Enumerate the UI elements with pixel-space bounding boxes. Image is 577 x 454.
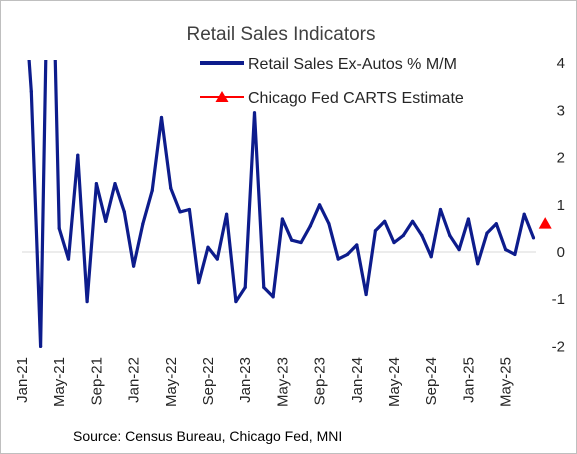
data-point-retail-sales [345,252,350,256]
y-axis: -2 -1 0 1 2 3 4 [552,55,565,355]
data-point-retail-sales [262,285,266,289]
series-line-retail-sales [27,60,535,348]
data-point-retail-sales [197,281,201,285]
data-point-retail-sales [141,222,145,226]
x-tick-label: Sep-23 [312,357,329,405]
data-point-retail-sales [243,285,247,289]
data-point-retail-sales [187,207,191,212]
y-tick-label: 2 [557,150,565,167]
data-point-retail-sales [215,257,219,261]
x-tick-label: May-21 [51,357,68,407]
x-tick-label: May-22 [163,357,180,407]
data-point-retail-sales [150,189,154,193]
data-point-retail-sales [485,231,489,235]
data-point-retail-sales [85,299,89,304]
data-point-retail-sales [327,222,331,226]
y-tick-label: -2 [552,338,565,355]
data-point-retail-sales [113,181,117,186]
data-point-retail-sales [429,255,433,259]
x-axis: Jan-21 May-21 Sep-21 Jan-22 May-22 Sep-22 Jan-… [14,357,515,407]
data-point-retail-sales [159,115,164,120]
data-point-retail-sales [94,181,98,186]
x-tick-label: Sep-24 [423,357,440,405]
x-tick-label: May-25 [498,357,515,407]
data-point-retail-sales [299,240,303,245]
y-tick-label: 4 [557,55,565,72]
data-point-retail-sales [318,203,322,207]
data-point-retail-sales [271,295,275,299]
data-point-retail-sales [308,224,312,228]
x-tick-label: Jan-24 [349,357,366,403]
data-point-retail-sales [355,243,359,247]
x-tick-label: Jan-21 [14,357,31,403]
data-point-carts-estimate [538,217,552,229]
legend-label-retail-sales: Retail Sales Ex-Autos % M/M [248,56,457,73]
legend: Retail Sales Ex-Autos % M/M Chicago Fed … [200,56,464,107]
y-tick-label: 3 [557,102,565,119]
y-tick-label: -1 [552,291,565,308]
data-point-retail-sales [76,153,80,157]
data-point-retail-sales [178,210,182,214]
data-point-retail-sales [466,217,470,221]
x-tick-label: May-24 [386,357,403,407]
data-point-retail-sales [457,248,461,252]
data-point-retail-sales [66,257,71,261]
data-point-retail-sales [364,292,368,297]
data-point-retail-sales [411,219,415,223]
data-point-retail-sales [57,226,61,230]
y-tick-label: 0 [557,244,565,261]
data-point-retail-sales [122,210,126,214]
data-point-retail-sales [420,233,424,238]
data-point-retail-sales [476,262,480,266]
data-point-retail-sales [280,217,284,221]
legend-triangle-swatch [215,91,229,102]
x-tick-label: Jan-23 [237,357,254,403]
data-point-retail-sales [373,229,377,233]
data-point-retail-sales [290,238,294,242]
plot-area [27,60,552,348]
data-point-retail-sales [169,186,173,190]
data-point-retail-sales [438,207,443,212]
data-point-retail-sales [392,240,396,245]
data-point-retail-sales [504,248,508,252]
data-point-retail-sales [401,233,405,238]
data-point-retail-sales [225,212,229,216]
legend-label-carts: Chicago Fed CARTS Estimate [248,90,464,107]
data-point-retail-sales [206,245,210,249]
data-point-retail-sales [383,219,387,223]
data-point-retail-sales [513,252,517,256]
data-point-retail-sales [336,257,340,261]
data-point-retail-sales [234,299,238,304]
x-tick-label: Sep-22 [200,357,217,405]
data-point-retail-sales [448,233,452,238]
x-tick-label: Sep-21 [88,357,105,405]
x-tick-label: May-23 [274,357,291,407]
x-tick-label: Jan-22 [126,357,143,403]
data-point-retail-sales [252,111,257,115]
data-point-retail-sales [531,236,536,240]
x-tick-label: Jan-25 [460,357,477,403]
chart-title: Retail Sales Indicators [186,24,375,45]
data-point-retail-sales [494,222,498,226]
data-point-retail-sales [29,89,33,94]
data-point-retail-sales [104,219,108,223]
data-point-retail-sales [522,212,526,216]
source-note: Source: Census Bureau, Chicago Fed, MNI [73,428,342,444]
y-tick-label: 1 [557,197,565,214]
data-point-retail-sales [132,264,136,268]
data-point-retail-sales [39,344,43,348]
